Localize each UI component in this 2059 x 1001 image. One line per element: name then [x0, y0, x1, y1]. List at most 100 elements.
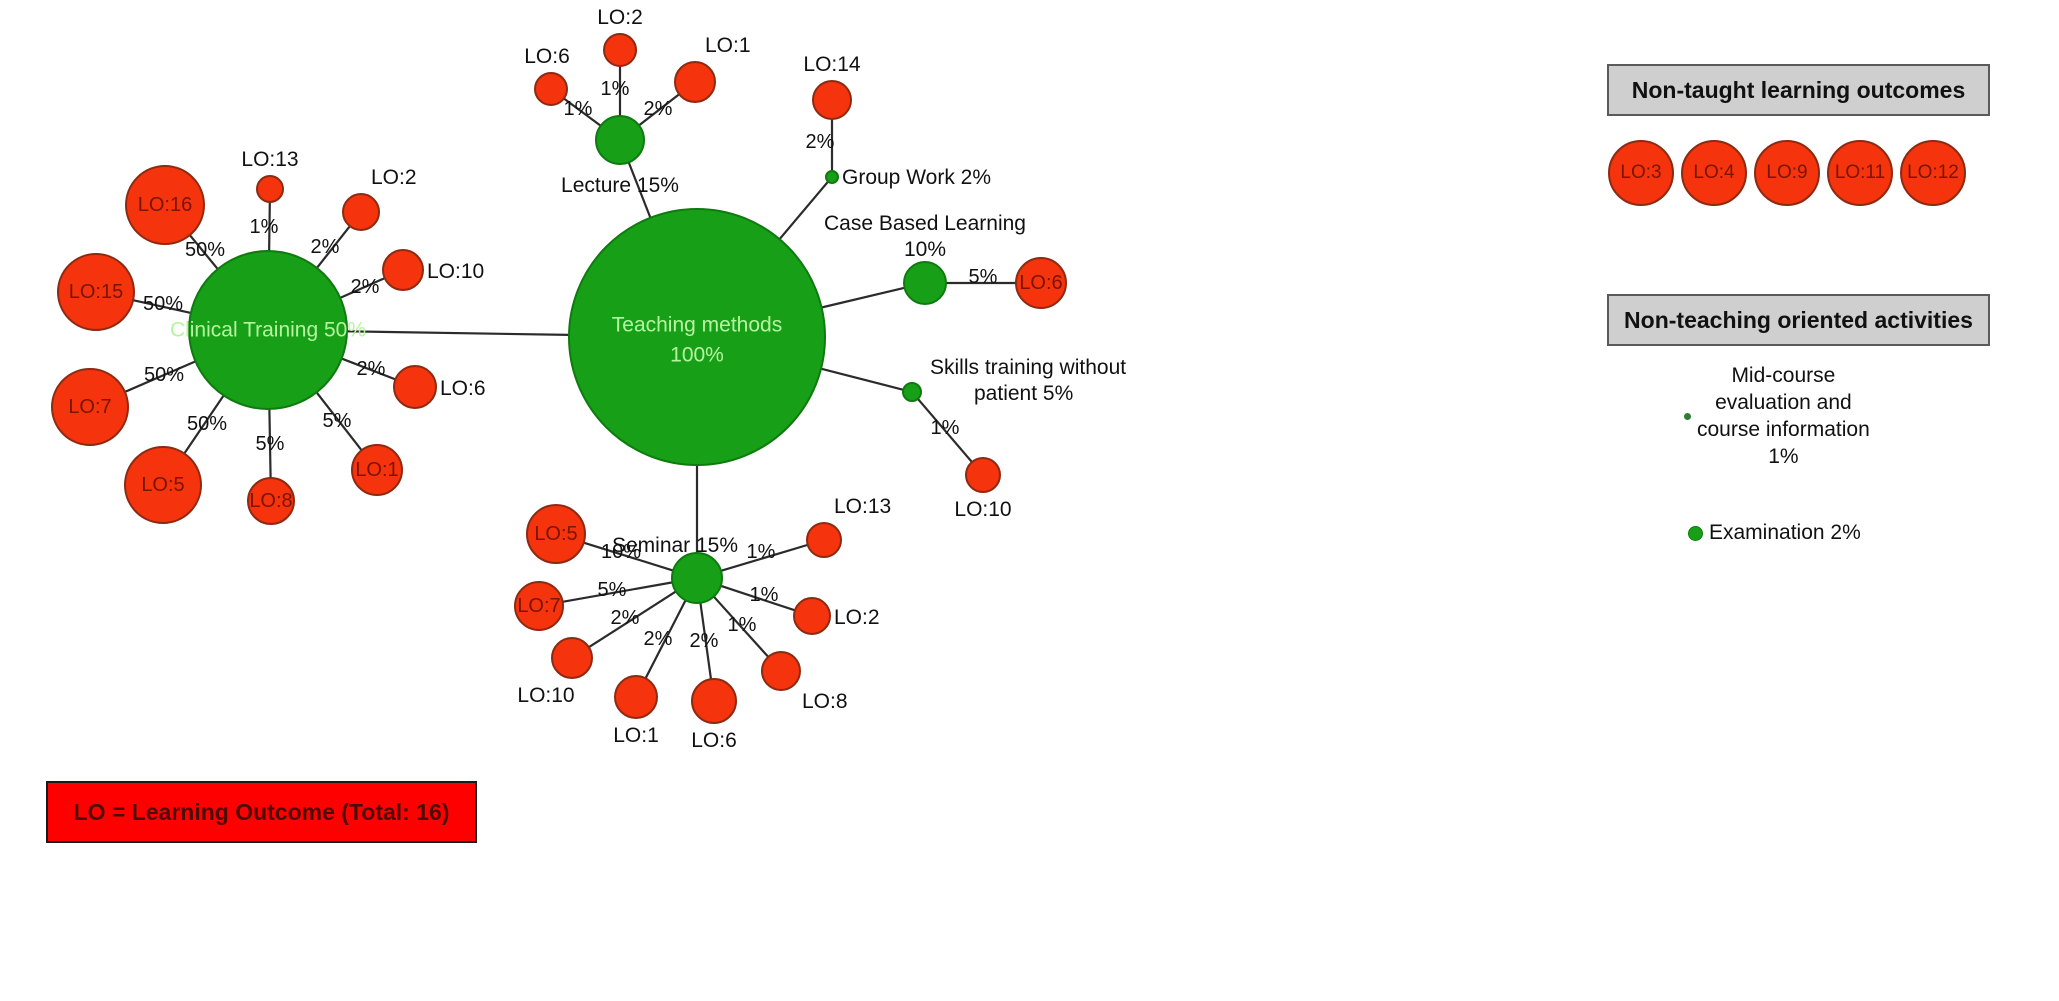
outcome-label-5: LO:1 — [355, 459, 398, 481]
edge-pct-23: 1% — [747, 541, 776, 563]
node-outcome-LO-5-3[interactable] — [124, 446, 202, 524]
edge-pct-19: 2% — [644, 628, 673, 650]
edge-pct-9: 2% — [357, 358, 386, 380]
node-outcome-LO-2-22[interactable] — [793, 597, 831, 635]
edge-pct-17: 5% — [598, 579, 627, 601]
edge-clinical-training-1 — [132, 299, 192, 315]
outcome-label-23: LO:13 — [834, 495, 891, 518]
non-taught-outcome-chip[interactable]: LO:11 — [1827, 140, 1893, 206]
panel-non-taught-header: Non-taught learning outcomes — [1607, 64, 1990, 116]
node-outcome-LO-10-8[interactable] — [382, 249, 424, 291]
node-case-based-learning[interactable] — [903, 261, 947, 305]
node-seminar[interactable] — [671, 552, 723, 604]
non-taught-outcome-chip[interactable]: LO:4 — [1681, 140, 1747, 206]
edge-clinical-training-7 — [316, 225, 351, 269]
edge-seminar-21 — [712, 595, 770, 658]
node-outcome-LO-1-19[interactable] — [614, 675, 658, 719]
node-outcome-LO-10-15[interactable] — [965, 457, 1001, 493]
edge-clinical-training-0 — [188, 234, 219, 270]
edge-center-clinical-training — [346, 330, 570, 337]
node-outcome-LO-7-17[interactable] — [514, 581, 564, 631]
outcome-label-21: LO:8 — [802, 690, 848, 713]
node-outcome-LO-8-21[interactable] — [761, 651, 801, 691]
edge-pct-10: 1% — [564, 98, 593, 120]
outcome-label-16: LO:5 — [534, 523, 577, 545]
node-outcome-LO-1-12[interactable] — [674, 61, 716, 103]
node-outcome-LO-13-23[interactable] — [806, 522, 842, 558]
node-outcome-LO-15-1[interactable] — [57, 253, 135, 331]
node-outcome-LO-6-9[interactable] — [393, 365, 437, 409]
outcome-label-14: LO:6 — [1019, 272, 1062, 294]
node-outcome-LO-16-0[interactable] — [125, 165, 205, 245]
node-outcome-LO-6-20[interactable] — [691, 678, 737, 724]
edge-pct-4: 5% — [256, 433, 285, 455]
node-outcome-LO-7-2[interactable] — [51, 368, 129, 446]
activity-line: Mid-course — [1731, 364, 1836, 387]
edge-lecture-12 — [638, 93, 680, 127]
edge-layer — [124, 66, 1016, 680]
node-outcome-LO-6-10[interactable] — [534, 72, 568, 106]
activity-mid-course-evaluation: Mid-course evaluation and course informati… — [1684, 363, 1934, 471]
outcome-label-3: LO:5 — [141, 474, 184, 496]
edge-pct-16: 10% — [601, 541, 641, 563]
node-outcome-LO-6-14[interactable] — [1015, 257, 1067, 309]
edge-pct-21: 1% — [728, 614, 757, 636]
edge-center-group-work — [778, 180, 829, 240]
edge-clinical-training-8 — [339, 277, 386, 299]
node-outcome-LO-5-16[interactable] — [526, 504, 586, 564]
node-lecture[interactable] — [595, 115, 645, 165]
skills-training-label-2: patient 5% — [974, 382, 1073, 405]
edge-seminar-18 — [588, 590, 677, 649]
activity-mid-course-label: Mid-course evaluation and course informati… — [1697, 363, 1870, 471]
edge-clinical-training-6 — [268, 201, 271, 252]
edge-clinical-training-9 — [341, 357, 396, 381]
outcome-label-9: LO:6 — [440, 377, 486, 400]
teaching-methods-value: 100% — [670, 344, 724, 367]
outcome-label-4: LO:8 — [249, 490, 292, 512]
edge-pct-7: 2% — [311, 236, 340, 258]
green-dot-icon — [1688, 525, 1703, 541]
node-layer — [51, 33, 1067, 724]
edge-seminar-20 — [699, 602, 713, 680]
activity-line: 1% — [1768, 444, 1799, 468]
outcome-label-8: LO:10 — [427, 260, 484, 283]
edge-pct-0: 50% — [185, 239, 225, 261]
non-taught-outcome-chip[interactable]: LO:3 — [1608, 140, 1674, 206]
edge-clinical-training-4 — [268, 408, 272, 479]
node-outcome-LO-13-6[interactable] — [256, 175, 284, 203]
edge-pct-6: 1% — [250, 216, 279, 238]
node-group-work[interactable] — [825, 170, 839, 184]
lecture-label: Lecture 15% — [561, 174, 679, 197]
edge-seminar-19 — [644, 599, 687, 679]
activity-line: course information — [1697, 417, 1870, 441]
node-outcome-LO-2-11[interactable] — [603, 33, 637, 67]
edge-pct-11: 1% — [601, 78, 630, 100]
edge-pct-20: 2% — [690, 630, 719, 652]
node-outcome-LO-14-13[interactable] — [812, 80, 852, 120]
edge-pct-12: 2% — [644, 98, 673, 120]
edge-pct-1: 50% — [143, 293, 183, 315]
node-teaching-methods — [568, 208, 826, 466]
outcome-label-22: LO:2 — [834, 606, 880, 629]
node-clinical-training[interactable] — [188, 250, 348, 410]
panel-non-taught-title: Non-taught learning outcomes — [1631, 76, 1966, 103]
skills-training-label: Skills training without — [930, 356, 1126, 379]
non-taught-outcome-list: LO:3 LO:4 LO:9 LO:11 LO:12 — [1608, 140, 1966, 206]
node-outcome-LO-1-5[interactable] — [351, 444, 403, 496]
non-taught-outcome-chip[interactable]: LO:9 — [1754, 140, 1820, 206]
node-outcome-LO-10-18[interactable] — [551, 637, 593, 679]
node-skills-training[interactable] — [902, 382, 922, 402]
edge-seminar-16 — [583, 541, 674, 572]
outcome-label-1: LO:15 — [69, 281, 123, 303]
activity-examination-label: Examination 2% — [1709, 521, 1861, 544]
outcome-label-20: LO:6 — [691, 729, 737, 752]
edge-center-lecture — [627, 161, 652, 219]
outcome-label-13: LO:14 — [803, 53, 861, 76]
outcome-label-6: LO:13 — [241, 148, 298, 171]
non-taught-outcome-chip[interactable]: LO:12 — [1900, 140, 1966, 206]
edge-skills-training-15 — [917, 398, 973, 463]
node-outcome-LO-8-4[interactable] — [247, 477, 295, 525]
edge-seminar-17 — [562, 581, 673, 603]
node-outcome-LO-2-7[interactable] — [342, 193, 380, 231]
